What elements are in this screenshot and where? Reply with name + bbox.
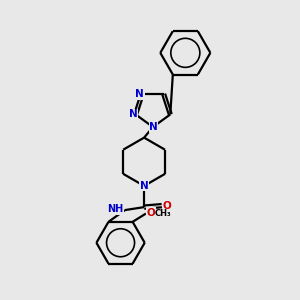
Text: N: N (140, 181, 148, 191)
Text: O: O (147, 208, 156, 218)
Text: O: O (163, 201, 172, 211)
Text: NH: NH (107, 205, 124, 214)
Text: N: N (136, 89, 144, 99)
Text: N: N (129, 110, 138, 119)
Text: N: N (149, 122, 158, 132)
Text: CH₃: CH₃ (154, 208, 171, 217)
